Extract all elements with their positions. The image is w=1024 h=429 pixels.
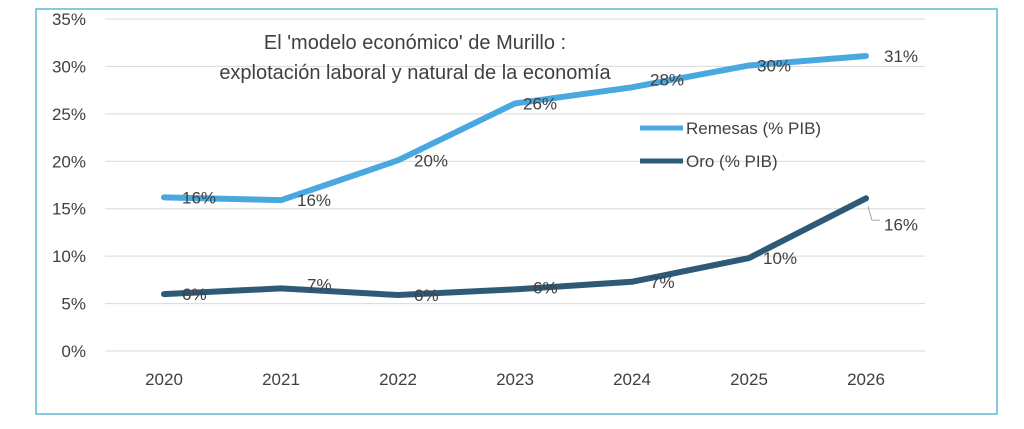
x-axis-ticks: 2020 2021 2022 2023 2024 2025 2026 [145, 370, 885, 389]
data-label-oro: 6% [182, 285, 207, 304]
data-label-remesas: 28% [650, 70, 684, 89]
leader-line [867, 206, 880, 221]
data-label-remesas: 26% [523, 94, 557, 113]
y-tick-label: 25% [52, 105, 86, 124]
data-label-remesas: 30% [757, 56, 791, 75]
chart-frame [35, 8, 998, 415]
x-tick-label: 2021 [262, 370, 300, 389]
y-tick-label: 5% [61, 295, 86, 314]
data-label-oro: 6% [533, 278, 558, 297]
data-label-oro: 7% [307, 275, 332, 294]
legend-label-oro: Oro (% PIB) [686, 152, 778, 171]
legend-label-remesas: Remesas (% PIB) [686, 119, 821, 138]
data-labels: 16% 16% 20% 26% 28% 30% 31% 6% 7% 6% 6% 7% 10% 16% [182, 47, 918, 305]
data-label-oro: 6% [414, 286, 439, 305]
y-tick-label: 10% [52, 247, 86, 266]
data-label-remesas: 31% [884, 47, 918, 66]
legend: Remesas (% PIB) Oro (% PIB) [640, 119, 821, 171]
series-line-oro [161, 195, 869, 299]
data-label-remesas: 20% [414, 151, 448, 170]
y-axis-ticks: 0% 5% 10% 15% 20% 25% 30% 35% [52, 10, 86, 361]
chart-title-line-1: El 'modelo económico' de Murillo : [264, 32, 566, 54]
y-tick-label: 20% [52, 152, 86, 171]
x-tick-label: 2022 [379, 370, 417, 389]
data-label-oro: 7% [650, 273, 675, 292]
x-tick-label: 2026 [847, 370, 885, 389]
x-tick-label: 2020 [145, 370, 183, 389]
x-tick-label: 2023 [496, 370, 534, 389]
y-tick-label: 15% [52, 200, 86, 219]
x-tick-label: 2024 [613, 370, 651, 389]
data-label-oro: 16% [884, 215, 918, 234]
x-tick-label: 2025 [730, 370, 768, 389]
data-label-remesas: 16% [182, 188, 216, 207]
data-label-remesas: 16% [297, 191, 331, 210]
y-tick-label: 0% [61, 342, 86, 361]
chart-title-line-2: explotación laboral y natural de la econ… [219, 62, 611, 84]
series-line-remesas [161, 52, 869, 204]
y-tick-label: 35% [52, 10, 86, 29]
data-label-oro: 10% [763, 249, 797, 268]
series [161, 52, 869, 299]
grid [105, 18, 925, 352]
y-tick-label: 30% [52, 57, 86, 76]
